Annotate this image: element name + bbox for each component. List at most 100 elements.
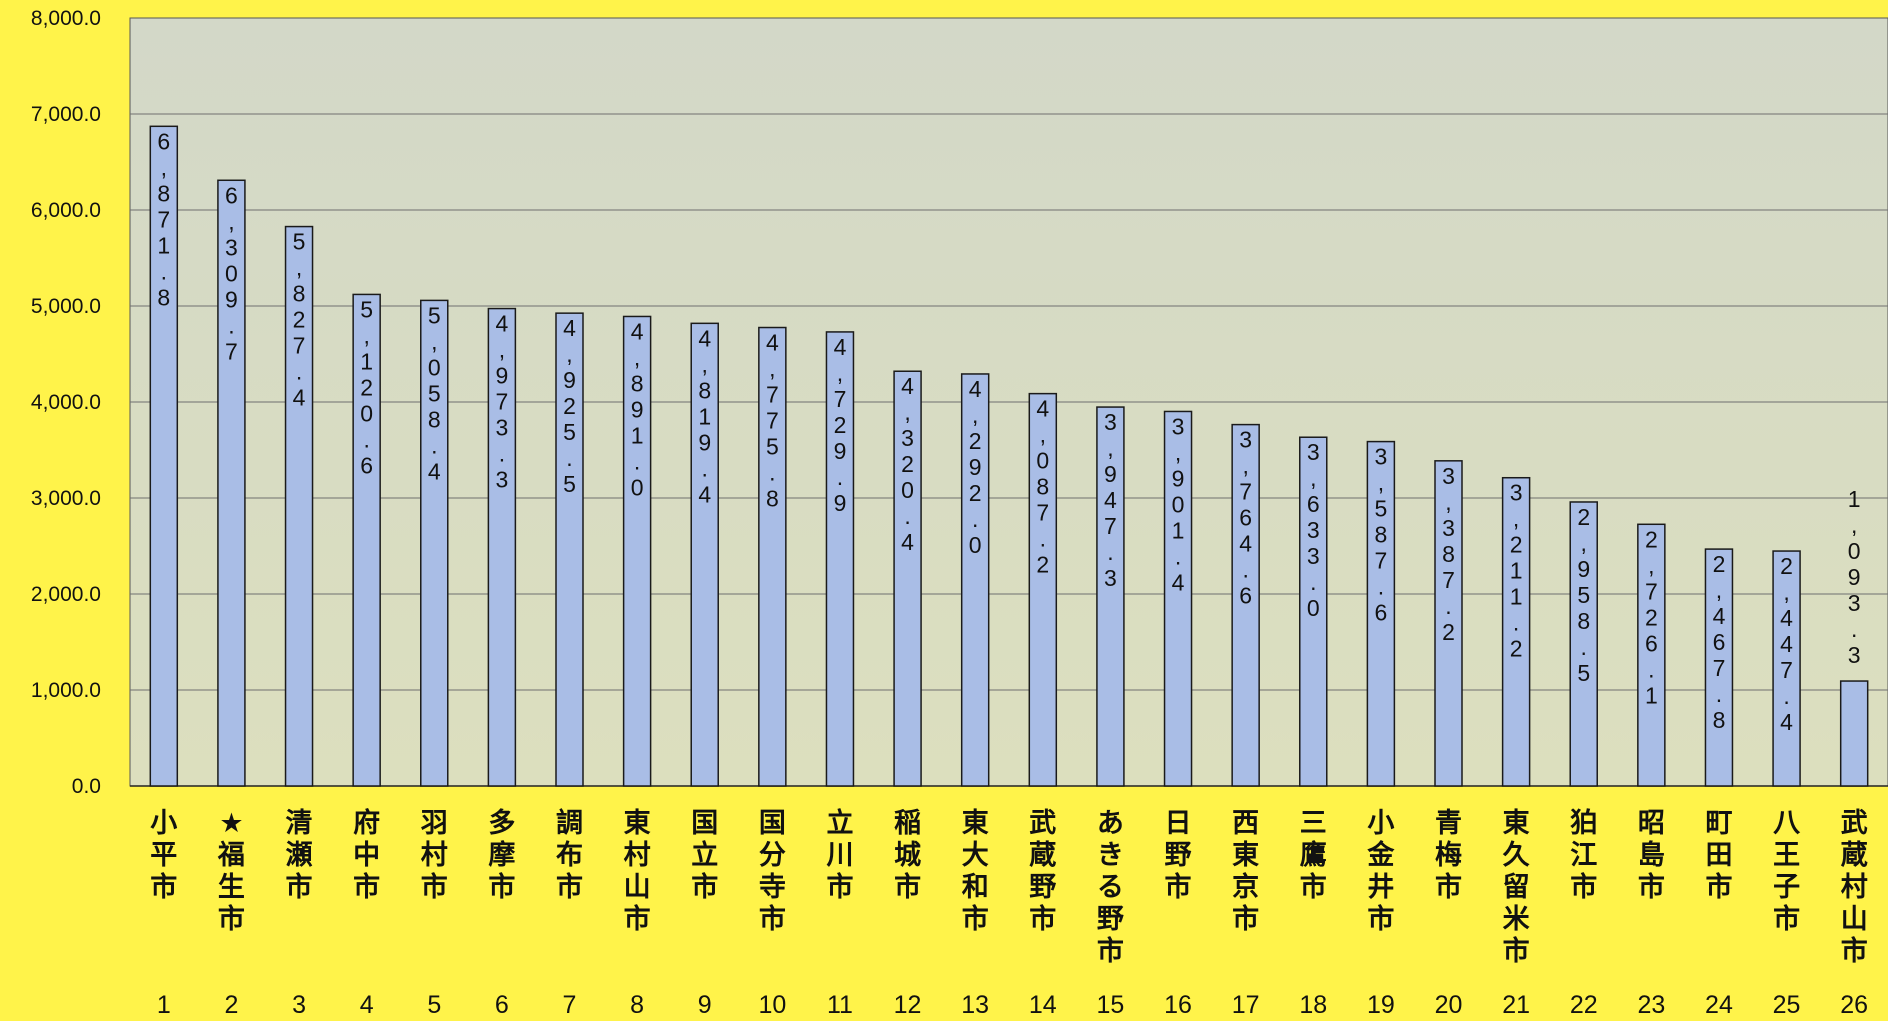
category-label: ★福生市 bbox=[217, 808, 245, 935]
bar bbox=[1637, 523, 1666, 787]
category-label: 東大和市 bbox=[962, 808, 989, 935]
rank-label: 17 bbox=[1232, 991, 1260, 1019]
bar bbox=[1096, 406, 1125, 787]
category-label: 調布市 bbox=[556, 807, 583, 903]
category-label: 武蔵野市 bbox=[1029, 808, 1056, 935]
y-tick-label: 5,000.0 bbox=[31, 295, 101, 318]
bar bbox=[622, 315, 652, 787]
rank-label: 13 bbox=[961, 991, 989, 1019]
category-label: 三鷹市 bbox=[1300, 808, 1327, 903]
category-label: 青梅市 bbox=[1435, 808, 1462, 903]
y-tick-label: 1,000.0 bbox=[31, 679, 101, 702]
bar bbox=[690, 322, 719, 787]
category-label: 多摩市 bbox=[488, 808, 515, 903]
rank-label: 3 bbox=[292, 991, 306, 1019]
bar bbox=[1569, 501, 1598, 787]
category-label: 小金井市 bbox=[1366, 808, 1395, 935]
rank-label: 8 bbox=[630, 991, 644, 1019]
bar bbox=[352, 293, 381, 787]
category-label: 武蔵村山市 bbox=[1841, 808, 1868, 967]
rank-label: 5 bbox=[427, 991, 441, 1019]
category-label: 立川市 bbox=[826, 807, 853, 903]
bar bbox=[1163, 410, 1193, 787]
bar bbox=[1434, 460, 1463, 787]
category-label: 町田市 bbox=[1705, 808, 1732, 903]
rank-label: 14 bbox=[1029, 991, 1057, 1019]
rank-label: 2 bbox=[224, 991, 238, 1019]
category-label: 清瀬市 bbox=[286, 808, 313, 903]
bar bbox=[1772, 550, 1801, 787]
category-label: 狛江市 bbox=[1570, 808, 1597, 903]
rank-label: 23 bbox=[1637, 991, 1665, 1019]
rank-label: 19 bbox=[1367, 991, 1395, 1019]
category-label: 東久留米市 bbox=[1503, 808, 1530, 967]
rank-label: 12 bbox=[894, 991, 922, 1019]
bar bbox=[758, 326, 787, 787]
rank-label: 20 bbox=[1435, 991, 1463, 1019]
category-label: 西東京市 bbox=[1232, 808, 1259, 935]
rank-label: 21 bbox=[1502, 991, 1530, 1019]
bars: 6, 8 7 1. 8 6, 3 0 9. 7 5, 8 2 7. 4 5, 1 2 0. 6 5, 0 5 8. 4 4, 9 7 3… bbox=[149, 125, 1869, 787]
category-label: 国立市 bbox=[691, 808, 718, 903]
y-tick-label: 4,000.0 bbox=[31, 391, 101, 414]
bar bbox=[555, 312, 584, 787]
bar bbox=[1501, 476, 1531, 787]
bar bbox=[487, 307, 517, 787]
bar bbox=[217, 179, 246, 787]
rank-label: 4 bbox=[360, 991, 374, 1019]
bar bbox=[1704, 548, 1734, 787]
category-label: 八王子市 bbox=[1773, 808, 1801, 935]
bar bbox=[1839, 680, 1869, 787]
bar bbox=[284, 225, 314, 787]
rank-label: 16 bbox=[1164, 991, 1192, 1019]
bar bbox=[1231, 423, 1260, 787]
y-tick-label: 8,000.0 bbox=[31, 7, 101, 30]
y-tick-label: 3,000.0 bbox=[31, 487, 101, 510]
y-tick-label: 7,000.0 bbox=[31, 103, 101, 126]
category-label: 稲城市 bbox=[894, 808, 921, 903]
rank-label: 15 bbox=[1097, 991, 1125, 1019]
rank-label: 22 bbox=[1570, 991, 1598, 1019]
bar bbox=[1028, 392, 1058, 787]
rank-label: 25 bbox=[1773, 991, 1801, 1019]
y-tick-label: 0.0 bbox=[72, 775, 101, 798]
category-label: 小平市 bbox=[150, 808, 177, 903]
rank-label: 9 bbox=[698, 991, 712, 1019]
rank-label: 10 bbox=[758, 991, 786, 1019]
category-label: 日野市 bbox=[1165, 808, 1192, 903]
category-label: 羽村市 bbox=[421, 808, 448, 903]
bar bbox=[1299, 436, 1328, 787]
rank-label: 26 bbox=[1840, 991, 1868, 1019]
bar bbox=[149, 125, 179, 787]
rank-label: 6 bbox=[495, 991, 509, 1019]
rank-label: 11 bbox=[827, 991, 853, 1019]
rank-label: 24 bbox=[1705, 991, 1733, 1019]
rank-label: 1 bbox=[157, 991, 171, 1019]
category-label: 東村山市 bbox=[624, 808, 651, 935]
category-label: 昭島市 bbox=[1638, 808, 1665, 903]
